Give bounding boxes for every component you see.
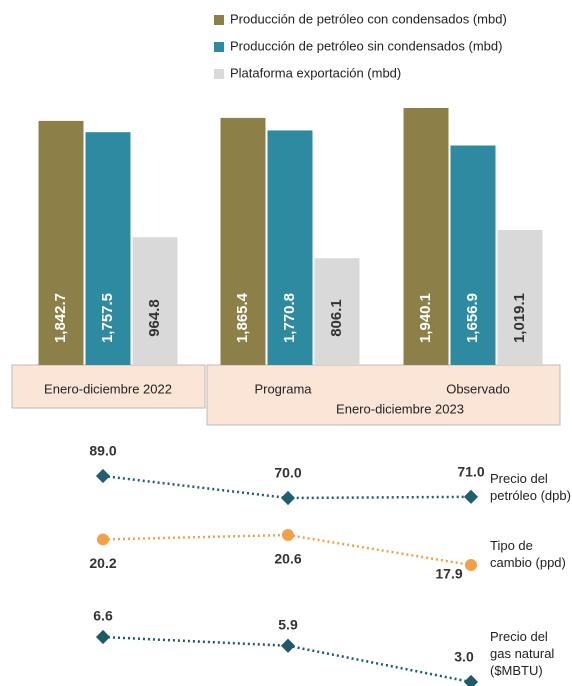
bar [450, 145, 496, 365]
point [97, 533, 109, 546]
bar [85, 132, 131, 365]
category-box [206, 364, 561, 426]
value-label: 20.6 [274, 551, 301, 567]
value-label: 17.9 [435, 566, 462, 582]
bar [497, 230, 543, 365]
value-label: 1,656.9 [464, 293, 481, 343]
category-box [11, 364, 206, 409]
series-label: Precio del petróleo (dpb) [490, 471, 571, 503]
point [463, 674, 479, 686]
point [280, 490, 296, 506]
series-label: Precio del gas natural ($MBTU) [490, 629, 555, 678]
category-label: Enero-diciembre 2022 [44, 381, 172, 396]
value-label: 1,770.8 [281, 293, 298, 343]
bar [132, 237, 178, 365]
legend-swatch [214, 15, 224, 25]
value-label: 3.0 [454, 649, 474, 665]
point [280, 638, 296, 653]
bar [403, 108, 449, 365]
point [95, 629, 111, 645]
value-label: 1,865.4 [234, 292, 251, 343]
value-label: 964.8 [146, 299, 163, 337]
value-label: 1,019.1 [511, 293, 528, 343]
value-label: 806.1 [328, 299, 345, 337]
category-label: Observado [446, 381, 510, 396]
value-label: 1,842.7 [52, 293, 69, 343]
series-name: Tipo de cambio (ppd) [490, 538, 566, 570]
group-label: Enero-diciembre 2023 [336, 401, 464, 416]
value-label: 20.2 [89, 555, 116, 571]
bar [220, 117, 266, 365]
value-label: 5.9 [278, 616, 298, 632]
legend-label: Producción de petróleo con condensados (… [230, 11, 507, 26]
bar [267, 130, 313, 365]
point [95, 468, 111, 484]
point [282, 529, 294, 541]
bar [38, 120, 84, 366]
legend-label: Producción de petróleo sin condensados (… [230, 38, 502, 53]
value-label: 70.0 [274, 465, 301, 481]
value-label: 1,940.1 [417, 293, 434, 343]
point [465, 559, 477, 571]
value-label: 89.0 [89, 443, 116, 459]
value-label: 1,757.5 [99, 293, 116, 343]
series-name: Precio del petróleo (dpb) [490, 471, 571, 503]
legend-swatch [214, 42, 224, 52]
category-label: Programa [254, 381, 312, 396]
series-name: Precio del gas natural ($MBTU) [490, 629, 555, 678]
value-label: 6.6 [93, 608, 113, 624]
series-label: Tipo de cambio (ppd) [490, 538, 566, 570]
point [463, 489, 479, 504]
bar [314, 258, 360, 365]
value-label: 71.0 [457, 464, 484, 480]
legend-label: Plataforma exportación (mbd) [230, 65, 401, 80]
legend-swatch [214, 69, 224, 79]
